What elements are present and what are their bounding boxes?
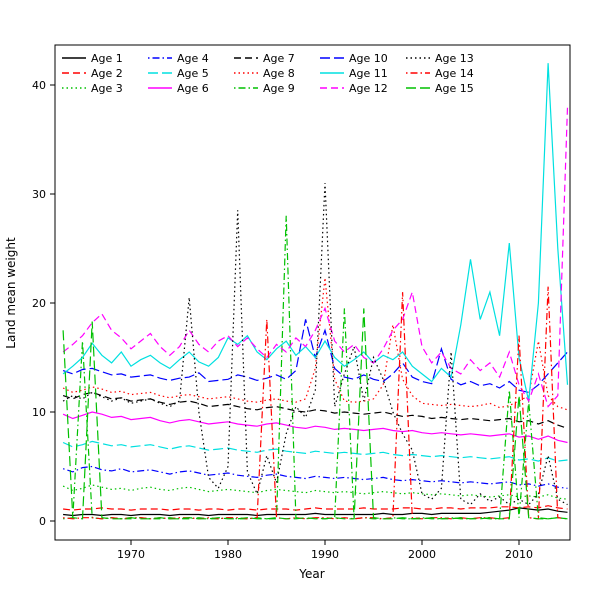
series-line-age-3 [62,484,568,500]
legend-item-age-3: Age 3 [62,82,123,95]
legend-item-age-7: Age 7 [234,52,295,65]
x-axis-label: Year [298,567,324,581]
x-tick-label: 1970 [117,548,145,561]
legend-label: Age 11 [349,67,388,80]
legend-label: Age 8 [263,67,295,80]
legend-item-age-12: Age 12 [320,82,388,95]
legend-label: Age 2 [91,67,123,80]
legend-item-age-9: Age 9 [234,82,295,95]
legend-label: Age 5 [177,67,209,80]
series-line-age-11 [62,63,569,402]
x-tick-label: 2000 [408,548,436,561]
series-line-age-1 [63,507,568,517]
legend-label: Age 10 [349,52,388,65]
series-line-age-14 [63,286,568,520]
series-line-age-2 [63,505,568,511]
series-line-age-13 [62,183,568,506]
axes: 1970 1980 1990 2000 2010 0 10 20 30 40 [32,44,571,561]
y-tick-label: 30 [32,188,46,201]
x-tick-label: 1990 [311,548,339,561]
series-line-age-4 [62,465,568,489]
legend-item-age-4: Age 4 [148,52,209,65]
legend-label: Age 15 [435,82,474,95]
legend-item-age-10: Age 10 [320,52,388,65]
plot-box [54,44,571,541]
legend-item-age-5: Age 5 [148,67,209,80]
legend-item-age-6: Age 6 [148,82,209,95]
legend-item-age-11: Age 11 [320,67,388,80]
legend-item-age-13: Age 13 [406,52,474,65]
legend-label: Age 13 [435,52,474,65]
legend-item-age-14: Age 14 [406,67,474,80]
series-line-age-6 [62,411,568,444]
legend-item-age-2: Age 2 [62,67,123,80]
legend-label: Age 6 [177,82,209,95]
x-tick-label: 2010 [505,548,533,561]
legend-label: Age 12 [349,82,388,95]
legend-label: Age 14 [435,67,474,80]
legend-label: Age 9 [263,82,295,95]
y-axis-label: Land mean weight [4,237,18,349]
series-line-age-7 [62,391,568,429]
series-line-age-9 [63,215,568,520]
series-line-age-15 [62,308,568,520]
legend-label: Age 4 [177,52,209,65]
series-line-age-12 [62,106,569,408]
legend-item-age-8: Age 8 [234,67,295,80]
y-tick-label: 0 [39,515,46,528]
y-tick-label: 40 [32,79,46,92]
y-tick-label: 10 [32,406,46,419]
series-lines [62,63,569,520]
legend-label: Age 3 [91,82,123,95]
y-tick-label: 20 [32,297,46,310]
series-line-age-5 [62,440,568,462]
legend-item-age-1: Age 1 [62,52,123,65]
legend: Age 1 Age 2 Age 3 Age 4 Age 5 Age 6 Age 7 Age 8… [62,52,474,95]
x-tick-label: 1980 [214,548,242,561]
legend-item-age-15: Age 15 [406,82,474,95]
legend-label: Age 1 [91,52,123,65]
legend-label: Age 7 [263,52,295,65]
